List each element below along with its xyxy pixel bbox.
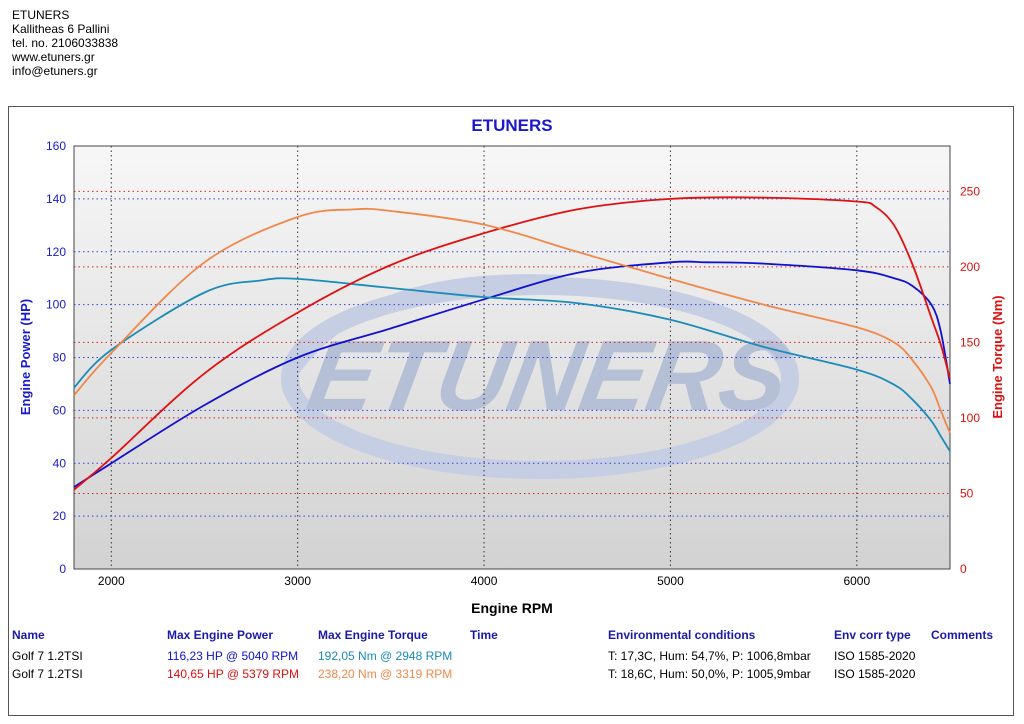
- watermark-text: ETUNERS: [300, 321, 797, 432]
- plot-border: [73, 145, 951, 570]
- company-address: Kallitheas 6 Pallini: [12, 22, 110, 36]
- right-tick-label: 50: [960, 486, 974, 500]
- row-name: Golf 7 1.2TSI: [12, 667, 83, 681]
- table-header: Comments: [931, 628, 994, 642]
- company-name: ETUNERS: [12, 8, 70, 22]
- table-header: Name: [12, 628, 45, 642]
- report-frame: [8, 106, 1014, 716]
- company-header: ETUNERS Kallitheas 6 Pallini tel. no. 21…: [12, 8, 118, 78]
- x-axis-label: Engine RPM: [471, 600, 553, 616]
- left-tick-label: 140: [46, 192, 66, 206]
- right-tick-label: 100: [960, 411, 980, 425]
- left-tick-label: 60: [53, 403, 67, 417]
- x-tick-label: 2000: [98, 574, 125, 588]
- y-axis-left-label: Engine Power (HP): [18, 299, 33, 415]
- row-corr-type: ISO 1585-2020: [834, 649, 916, 663]
- x-tick-label: 4000: [471, 574, 498, 588]
- right-tick-label: 150: [960, 335, 980, 349]
- row-name: Golf 7 1.2TSI: [12, 649, 83, 663]
- right-tick-label: 250: [960, 184, 980, 198]
- row-max-torque: 192,05 Nm @ 2948 RPM: [318, 649, 453, 663]
- right-tick-label: 0: [960, 562, 967, 576]
- y-axis-right-label: Engine Torque (Nm): [990, 295, 1005, 418]
- left-tick-label: 160: [46, 139, 66, 153]
- chart-title: ETUNERS: [471, 116, 552, 135]
- left-tick-label: 100: [46, 298, 66, 312]
- left-axis-ticks: 0 20 40 60 80 100 120 140 160: [46, 139, 66, 576]
- left-tick-label: 80: [53, 351, 67, 365]
- x-tick-label: 6000: [843, 574, 870, 588]
- row-env-conditions: T: 18,6C, Hum: 50,0%, P: 1005,9mbar: [608, 667, 811, 681]
- table-header: Env corr type: [834, 628, 911, 642]
- company-phone: tel. no. 2106033838: [12, 36, 119, 50]
- right-tick-label: 200: [960, 260, 980, 274]
- row-max-power: 140,65 HP @ 5379 RPM: [167, 667, 300, 681]
- left-tick-label: 120: [46, 245, 66, 259]
- left-tick-label: 0: [59, 562, 66, 576]
- x-axis-ticks: 2000 3000 4000 5000 6000: [98, 574, 871, 588]
- x-tick-label: 5000: [657, 574, 684, 588]
- left-tick-label: 40: [53, 456, 67, 470]
- company-email: info@etuners.gr: [12, 64, 98, 78]
- series-line-4: [73, 207, 951, 434]
- table-header: Environmental conditions: [608, 628, 756, 642]
- series-line-3: [73, 196, 951, 491]
- series-line-1: [73, 260, 951, 488]
- row-max-torque: 238,20 Nm @ 3319 RPM: [318, 667, 453, 681]
- table-header: Time: [470, 628, 498, 642]
- watermark-logo: ETUNERS: [281, 274, 799, 479]
- table-header: Max Engine Power: [167, 628, 274, 642]
- row-env-conditions: T: 17,3C, Hum: 54,7%, P: 1006,8mbar: [608, 649, 811, 663]
- x-tick-label: 3000: [284, 574, 311, 588]
- left-tick-label: 20: [53, 509, 67, 523]
- table-header: Max Engine Torque: [318, 628, 428, 642]
- row-max-power: 116,23 HP @ 5040 RPM: [167, 649, 299, 663]
- company-website: www.etuners.gr: [12, 50, 95, 64]
- series-line-2: [73, 277, 951, 452]
- right-axis-ticks: 0 50 100 150 200 250: [960, 184, 980, 576]
- row-corr-type: ISO 1585-2020: [834, 667, 916, 681]
- series-group: [73, 196, 951, 491]
